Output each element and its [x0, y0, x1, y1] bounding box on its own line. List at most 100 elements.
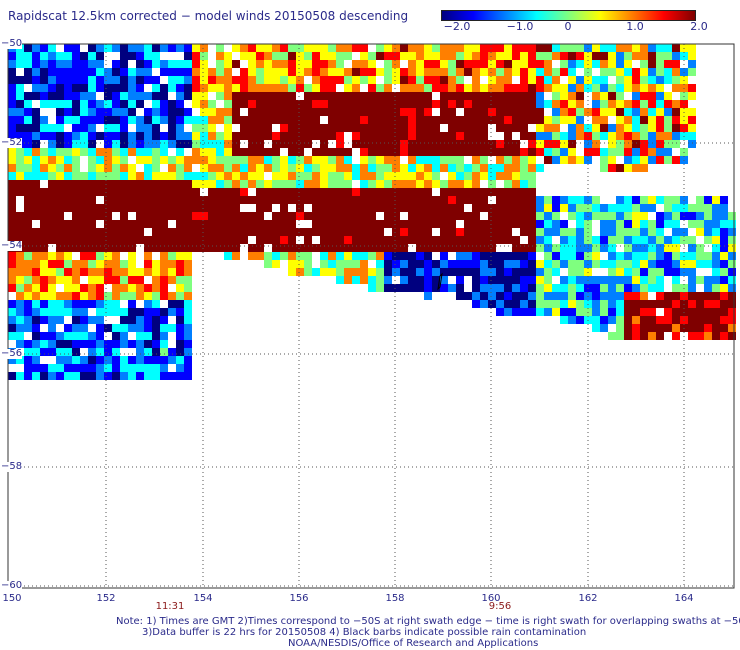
wind-difference-cell — [264, 180, 272, 188]
wind-difference-cell — [424, 84, 432, 92]
wind-difference-cell — [88, 124, 96, 132]
wind-difference-cell — [208, 228, 216, 236]
wind-difference-cell — [520, 260, 528, 268]
wind-difference-cell — [464, 180, 472, 188]
wind-difference-cell — [176, 292, 184, 300]
wind-difference-cell — [720, 212, 728, 220]
wind-difference-cell — [632, 124, 640, 132]
wind-difference-cell — [664, 236, 672, 244]
wind-difference-cell — [304, 132, 312, 140]
wind-difference-cell — [568, 260, 576, 268]
wind-difference-cell — [352, 268, 360, 276]
wind-difference-cell — [184, 196, 192, 204]
wind-difference-cell — [504, 68, 512, 76]
wind-difference-cell — [624, 284, 632, 292]
wind-difference-cell — [656, 92, 664, 100]
wind-difference-cell — [560, 196, 568, 204]
wind-difference-cell — [648, 284, 656, 292]
wind-difference-cell — [520, 276, 528, 284]
wind-difference-cell — [24, 164, 32, 172]
wind-difference-cell — [144, 316, 152, 324]
wind-difference-cell — [592, 140, 600, 148]
wind-difference-cell — [432, 84, 440, 92]
wind-difference-cell — [712, 300, 720, 308]
wind-difference-cell — [328, 60, 336, 68]
wind-difference-cell — [464, 172, 472, 180]
wind-difference-cell — [552, 196, 560, 204]
wind-difference-cell — [336, 108, 344, 116]
wind-difference-cell — [456, 92, 464, 100]
wind-difference-cell — [328, 204, 336, 212]
wind-difference-cell — [240, 156, 248, 164]
wind-difference-cell — [632, 100, 640, 108]
wind-difference-cell — [368, 244, 376, 252]
wind-difference-cell — [392, 132, 400, 140]
wind-difference-cell — [168, 196, 176, 204]
wind-difference-cell — [296, 252, 304, 260]
wind-difference-cell — [96, 276, 104, 284]
wind-difference-cell — [272, 156, 280, 164]
wind-difference-cell — [512, 84, 520, 92]
wind-difference-cell — [384, 132, 392, 140]
wind-difference-cell — [480, 236, 488, 244]
wind-difference-cell — [32, 180, 40, 188]
wind-difference-cell — [24, 364, 32, 372]
wind-difference-cell — [720, 204, 728, 212]
wind-difference-cell — [224, 212, 232, 220]
wind-difference-cell — [720, 332, 728, 340]
wind-difference-cell — [144, 260, 152, 268]
wind-difference-cell — [664, 292, 672, 300]
wind-difference-cell — [128, 148, 136, 156]
wind-difference-cell — [528, 100, 536, 108]
wind-difference-cell — [456, 172, 464, 180]
wind-difference-cell — [664, 108, 672, 116]
wind-difference-cell — [136, 84, 144, 92]
wind-difference-cell — [496, 76, 504, 84]
wind-difference-cell — [296, 180, 304, 188]
wind-difference-cell — [264, 100, 272, 108]
wind-difference-cell — [304, 124, 312, 132]
wind-difference-cell — [448, 260, 456, 268]
wind-difference-cell — [624, 276, 632, 284]
wind-difference-cell — [472, 236, 480, 244]
wind-difference-cell — [200, 236, 208, 244]
wind-difference-cell — [224, 100, 232, 108]
wind-difference-cell — [424, 196, 432, 204]
wind-difference-cell — [632, 228, 640, 236]
wind-difference-cell — [352, 228, 360, 236]
wind-difference-cell — [256, 52, 264, 60]
wind-difference-cell — [200, 100, 208, 108]
wind-difference-cell — [144, 356, 152, 364]
wind-difference-cell — [80, 116, 88, 124]
wind-difference-cell — [624, 236, 632, 244]
wind-difference-cell — [560, 204, 568, 212]
wind-difference-cell — [440, 60, 448, 68]
wind-difference-cell — [560, 260, 568, 268]
wind-difference-cell — [112, 324, 120, 332]
wind-difference-cell — [112, 340, 120, 348]
wind-difference-cell — [632, 76, 640, 84]
wind-difference-cell — [504, 164, 512, 172]
wind-difference-cell — [536, 60, 544, 68]
wind-difference-cell — [104, 84, 112, 92]
wind-difference-cell — [256, 76, 264, 84]
wind-difference-cell — [208, 188, 216, 196]
wind-difference-cell — [56, 172, 64, 180]
wind-difference-cell — [288, 76, 296, 84]
wind-difference-cell — [648, 60, 656, 68]
wind-difference-cell — [624, 108, 632, 116]
wind-difference-cell — [496, 148, 504, 156]
lon-label: 156 — [289, 593, 309, 604]
wind-difference-cell — [312, 164, 320, 172]
wind-difference-cell — [248, 132, 256, 140]
wind-difference-cell — [472, 44, 480, 52]
wind-difference-cell — [280, 244, 288, 252]
wind-difference-cell — [360, 188, 368, 196]
wind-difference-cell — [176, 188, 184, 196]
wind-difference-cell — [392, 76, 400, 84]
wind-difference-cell — [128, 108, 136, 116]
wind-difference-cell — [608, 268, 616, 276]
wind-difference-cell — [392, 204, 400, 212]
wind-difference-cell — [304, 228, 312, 236]
wind-difference-cell — [472, 108, 480, 116]
